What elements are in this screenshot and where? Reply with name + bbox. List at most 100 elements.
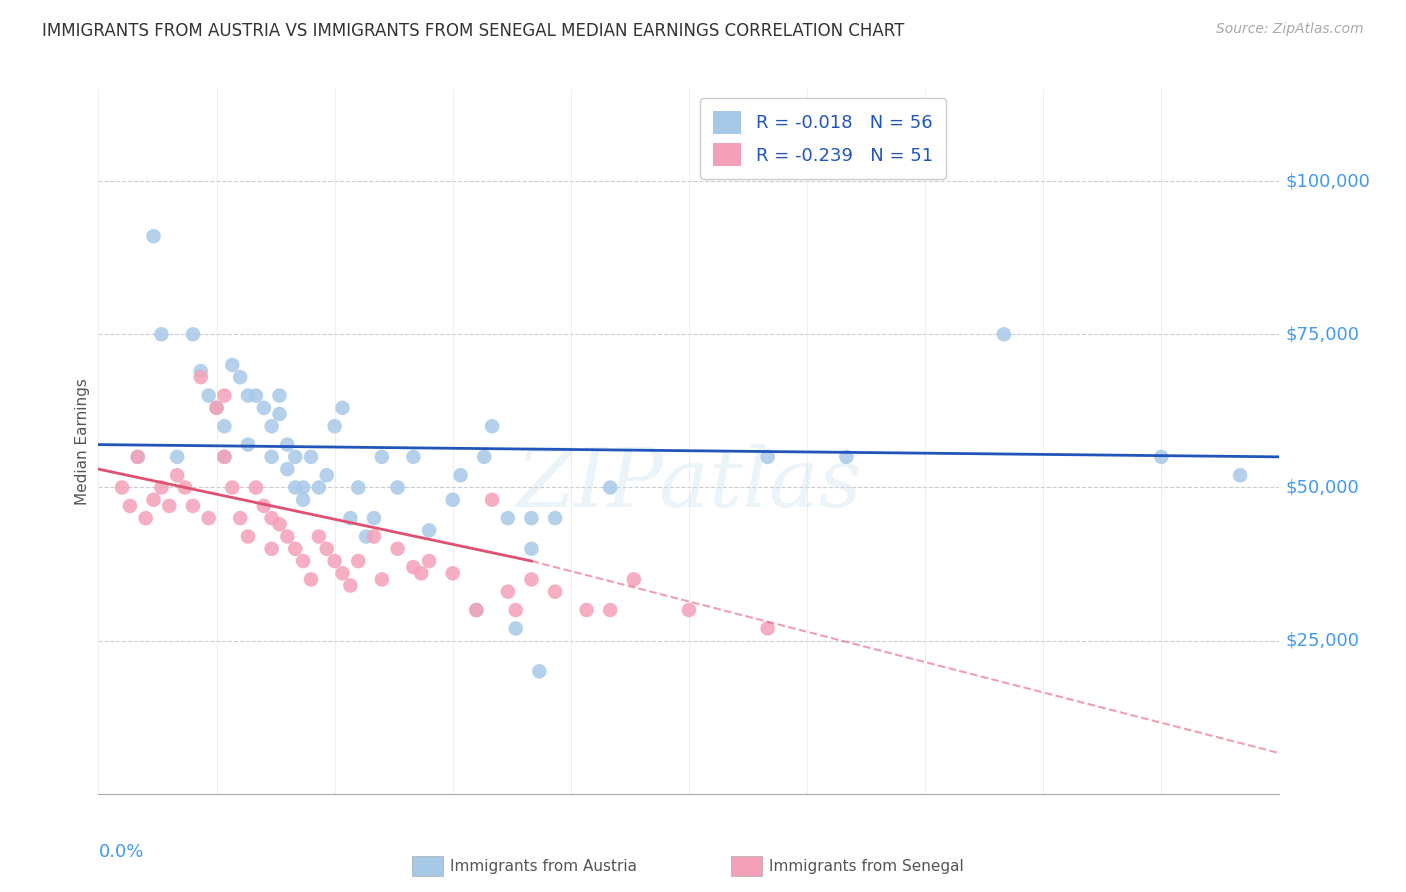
Point (214, 450, 236, 464)
Point (214, 419, 236, 434)
Point (505, 603, 527, 617)
Y-axis label: Median Earnings: Median Earnings (75, 378, 90, 505)
Point (599, 603, 621, 617)
Point (1150, 450, 1173, 464)
Point (236, 437, 259, 451)
Point (276, 462, 298, 476)
Point (347, 554, 370, 568)
Point (387, 481, 409, 495)
Point (520, 541, 543, 556)
Point (245, 481, 267, 495)
Point (299, 450, 322, 464)
Point (544, 584, 567, 599)
Point (299, 573, 322, 587)
Point (205, 401, 228, 415)
Point (402, 560, 425, 574)
Point (292, 492, 315, 507)
Point (339, 511, 361, 525)
Point (150, 481, 173, 495)
Point (450, 468, 472, 483)
Point (236, 388, 259, 402)
Point (496, 511, 519, 525)
Point (253, 401, 276, 415)
Text: Immigrants from Austria: Immigrants from Austria (450, 859, 637, 873)
Point (520, 573, 543, 587)
Point (465, 603, 488, 617)
Point (245, 388, 267, 402)
Text: Source: ZipAtlas.com: Source: ZipAtlas.com (1216, 22, 1364, 37)
Point (363, 529, 385, 543)
Point (441, 566, 464, 581)
Text: ZIPatlas: ZIPatlas (516, 444, 862, 524)
Point (260, 511, 283, 525)
Point (835, 450, 858, 464)
Point (1229, 468, 1251, 483)
Point (269, 388, 291, 402)
Point (229, 370, 252, 384)
Point (142, 492, 165, 507)
Point (411, 566, 433, 581)
Point (181, 327, 204, 342)
Point (756, 450, 779, 464)
Point (354, 529, 377, 543)
Point (229, 511, 252, 525)
Point (214, 388, 236, 402)
Point (284, 450, 307, 464)
Point (599, 481, 621, 495)
Point (756, 622, 779, 636)
Point (465, 603, 488, 617)
Point (292, 481, 315, 495)
Point (496, 584, 519, 599)
Point (481, 492, 503, 507)
Point (315, 468, 337, 483)
Point (678, 603, 700, 617)
Point (127, 450, 149, 464)
Text: $50,000: $50,000 (1285, 478, 1360, 497)
Text: $100,000: $100,000 (1285, 172, 1371, 190)
Point (323, 554, 346, 568)
Point (371, 573, 394, 587)
Point (363, 511, 385, 525)
Point (418, 524, 440, 538)
Point (575, 603, 598, 617)
Point (111, 481, 134, 495)
Point (260, 541, 283, 556)
Point (181, 499, 204, 513)
Text: 0.0%: 0.0% (98, 843, 143, 861)
Point (260, 419, 283, 434)
Point (166, 450, 188, 464)
Point (481, 419, 503, 434)
Point (205, 401, 228, 415)
Point (190, 364, 212, 378)
Point (166, 468, 188, 483)
Text: IMMIGRANTS FROM AUSTRIA VS IMMIGRANTS FROM SENEGAL MEDIAN EARNINGS CORRELATION C: IMMIGRANTS FROM AUSTRIA VS IMMIGRANTS FR… (42, 22, 904, 40)
Point (127, 450, 149, 464)
Point (253, 499, 276, 513)
Point (260, 450, 283, 464)
Point (544, 511, 567, 525)
Point (332, 401, 354, 415)
Point (197, 388, 219, 402)
Point (190, 370, 212, 384)
Point (623, 573, 645, 587)
Point (292, 554, 315, 568)
Point (197, 511, 219, 525)
Point (472, 450, 495, 464)
Point (323, 419, 346, 434)
Point (174, 481, 197, 495)
Point (347, 481, 370, 495)
Point (118, 499, 141, 513)
Point (269, 517, 291, 532)
Point (441, 492, 464, 507)
Point (339, 578, 361, 592)
Point (269, 407, 291, 421)
Point (315, 541, 337, 556)
Point (308, 481, 330, 495)
Point (221, 358, 243, 372)
Text: $25,000: $25,000 (1285, 632, 1360, 649)
Point (142, 229, 165, 244)
Point (993, 327, 1015, 342)
Point (150, 327, 173, 342)
Text: $75,000: $75,000 (1285, 326, 1360, 343)
Point (236, 529, 259, 543)
